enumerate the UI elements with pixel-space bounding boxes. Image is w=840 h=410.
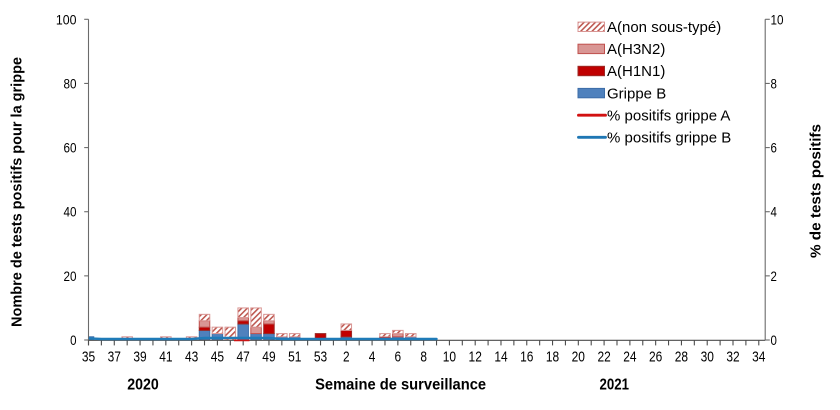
svg-text:6: 6 bbox=[771, 140, 778, 156]
svg-text:41: 41 bbox=[159, 348, 172, 365]
svg-text:% positifs grippe A: % positifs grippe A bbox=[607, 107, 730, 124]
svg-text:51: 51 bbox=[288, 348, 301, 365]
svg-text:16: 16 bbox=[520, 348, 533, 365]
svg-text:47: 47 bbox=[237, 348, 250, 365]
svg-text:53: 53 bbox=[314, 348, 327, 365]
svg-text:6: 6 bbox=[395, 348, 402, 365]
svg-text:Nombre de tests positifs pour: Nombre de tests positifs pour la grippe bbox=[9, 57, 26, 327]
svg-text:45: 45 bbox=[211, 348, 224, 365]
svg-text:39: 39 bbox=[133, 348, 146, 365]
svg-text:0: 0 bbox=[70, 332, 77, 348]
svg-text:20: 20 bbox=[64, 268, 77, 284]
svg-text:26: 26 bbox=[649, 348, 662, 365]
svg-text:43: 43 bbox=[185, 348, 198, 365]
svg-text:2: 2 bbox=[343, 348, 350, 365]
svg-text:35: 35 bbox=[82, 348, 95, 365]
svg-text:% positifs grippe B: % positifs grippe B bbox=[607, 130, 731, 147]
svg-text:14: 14 bbox=[494, 348, 507, 365]
svg-text:2: 2 bbox=[771, 268, 778, 284]
svg-text:24: 24 bbox=[623, 348, 636, 365]
svg-text:8: 8 bbox=[420, 348, 427, 365]
svg-text:2020: 2020 bbox=[127, 377, 159, 394]
svg-text:12: 12 bbox=[469, 348, 482, 365]
svg-text:60: 60 bbox=[64, 140, 77, 156]
svg-text:0: 0 bbox=[771, 332, 778, 348]
svg-text:4: 4 bbox=[771, 204, 778, 220]
svg-text:49: 49 bbox=[262, 348, 275, 365]
svg-text:32: 32 bbox=[726, 348, 739, 365]
svg-text:20: 20 bbox=[572, 348, 585, 365]
svg-text:10: 10 bbox=[771, 11, 784, 27]
svg-text:40: 40 bbox=[64, 204, 77, 220]
svg-text:100: 100 bbox=[56, 11, 77, 27]
svg-text:30: 30 bbox=[701, 348, 714, 365]
svg-text:18: 18 bbox=[546, 348, 559, 365]
svg-text:22: 22 bbox=[597, 348, 610, 365]
svg-text:37: 37 bbox=[108, 348, 121, 365]
svg-text:A(H1N1): A(H1N1) bbox=[607, 63, 665, 80]
svg-text:A(non sous-typé): A(non sous-typé) bbox=[607, 19, 721, 36]
svg-text:2021: 2021 bbox=[599, 377, 629, 394]
svg-text:Grippe B: Grippe B bbox=[607, 85, 666, 102]
svg-text:34: 34 bbox=[752, 348, 765, 365]
svg-text:28: 28 bbox=[675, 348, 688, 365]
svg-text:80: 80 bbox=[64, 75, 77, 91]
svg-text:Semaine de surveillance: Semaine de surveillance bbox=[315, 377, 486, 394]
svg-text:8: 8 bbox=[771, 75, 778, 91]
svg-text:4: 4 bbox=[369, 348, 376, 365]
svg-text:A(H3N2): A(H3N2) bbox=[607, 41, 665, 58]
svg-text:10: 10 bbox=[443, 348, 456, 365]
svg-text:% de tests positifs: % de tests positifs bbox=[808, 124, 825, 258]
